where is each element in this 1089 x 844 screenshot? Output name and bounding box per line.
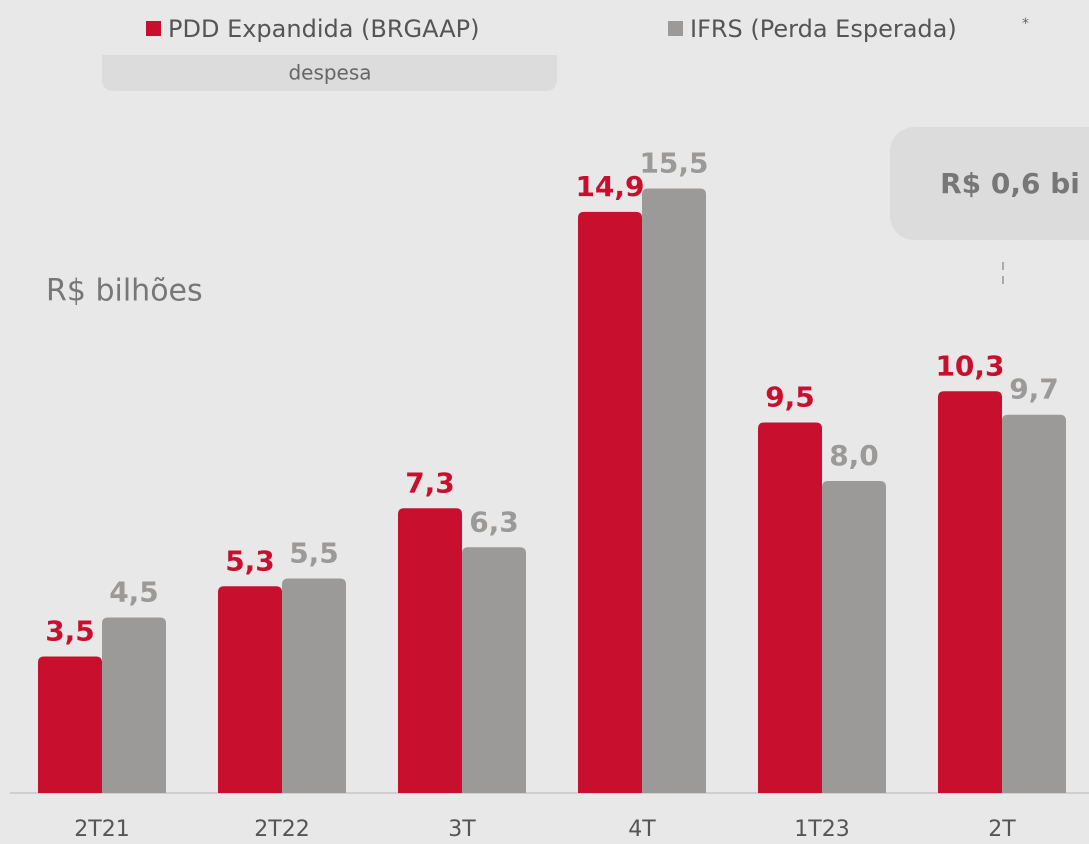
annotation: R$ 0,6 bi — [940, 167, 1080, 200]
legend-swatch — [668, 21, 683, 36]
x-tick-label: 2T — [988, 817, 1016, 842]
data-label: 3,5 — [45, 615, 95, 648]
x-tick-label: 2T21 — [74, 817, 129, 842]
bar — [102, 617, 166, 793]
bar — [462, 547, 526, 793]
bar — [758, 422, 822, 793]
data-label: 9,5 — [765, 381, 815, 414]
data-label: 14,9 — [575, 170, 644, 203]
x-tick-label: 2T22 — [254, 817, 309, 842]
legend-swatch — [146, 21, 161, 36]
callout-box — [890, 127, 1089, 240]
x-tick-label: 1T23 — [794, 817, 849, 842]
data-label: 6,3 — [469, 505, 519, 538]
data-label: 5,3 — [225, 544, 275, 577]
caption-box — [102, 55, 557, 91]
bar — [938, 391, 1002, 793]
data-label: 5,5 — [289, 537, 339, 570]
bar — [398, 508, 462, 793]
data-label: 7,3 — [405, 466, 455, 499]
axis-label: R$ bilhões — [46, 274, 203, 309]
bar — [218, 586, 282, 793]
bar — [578, 211, 642, 793]
legend-label: PDD Expandida (BRGAAP) — [168, 15, 480, 43]
bar — [38, 656, 102, 793]
legend-caption: despesa — [288, 61, 371, 85]
data-label: 9,7 — [1009, 373, 1059, 406]
legend-note: * — [1022, 16, 1029, 32]
bar — [1002, 414, 1066, 793]
data-label: 4,5 — [109, 576, 159, 609]
legend-label: IFRS (Perda Esperada) — [690, 15, 957, 43]
data-label: 8,0 — [829, 439, 879, 472]
data-label: 15,5 — [639, 147, 708, 180]
data-label: 10,3 — [935, 349, 1004, 382]
x-tick-label: 4T — [628, 817, 656, 842]
bar — [642, 188, 706, 793]
x-tick-label: 3T — [448, 817, 476, 842]
bar — [822, 481, 886, 793]
bar — [282, 578, 346, 793]
